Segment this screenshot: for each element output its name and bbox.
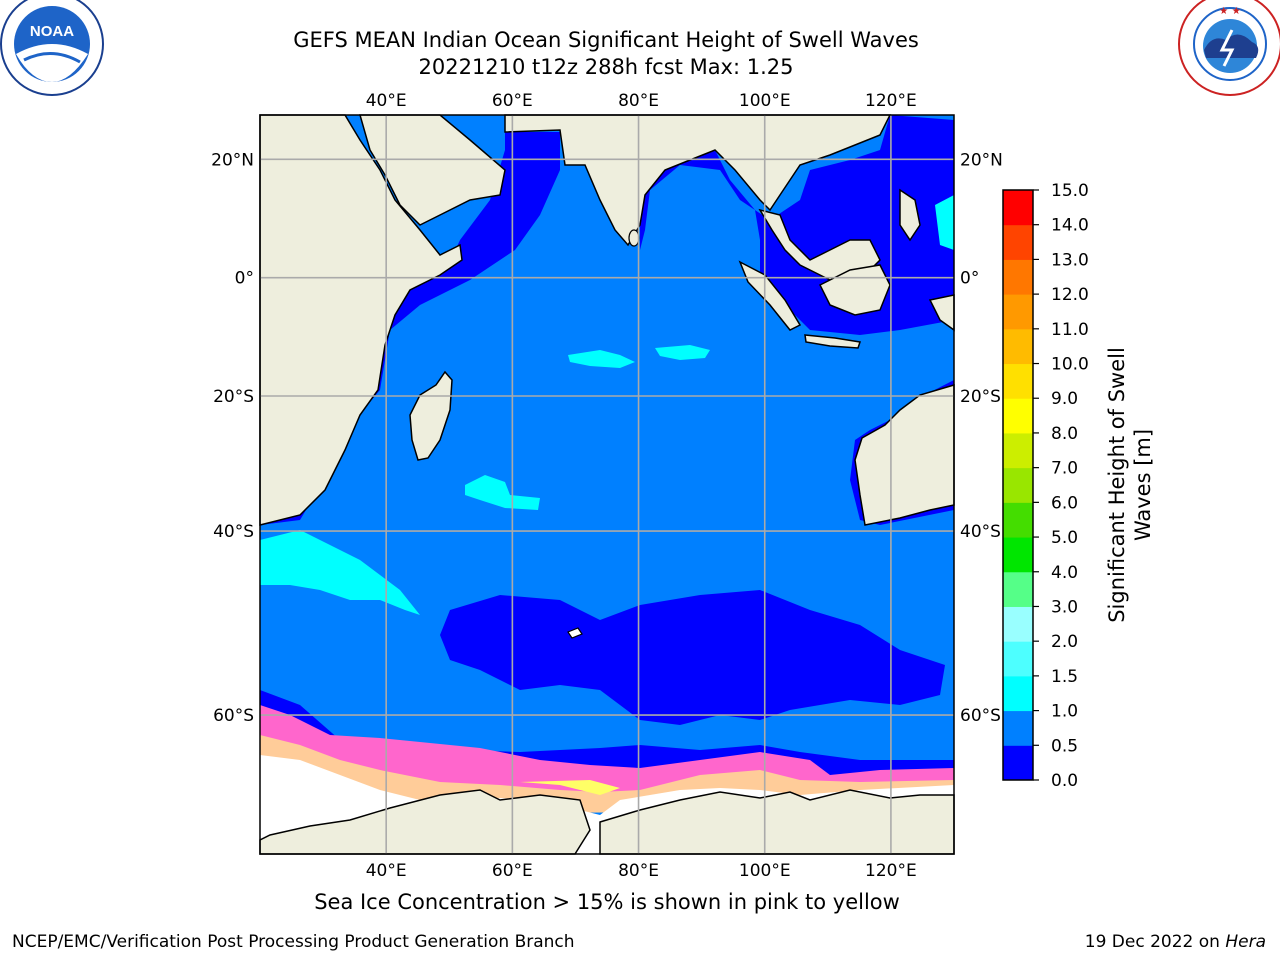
- lat-tick-right: 20°S: [960, 387, 1001, 407]
- lon-tick-top: 60°E: [492, 91, 533, 111]
- colorbar-label-line1: Significant Height of Swell: [1105, 347, 1129, 623]
- colorbar-tick-label: 13.0: [1051, 250, 1089, 270]
- lon-tick-bottom: 100°E: [739, 861, 791, 881]
- land-arabia: [359, 114, 506, 226]
- moderate-swell-patch-east: [935, 195, 954, 250]
- lat-tick-right: 40°S: [960, 522, 1001, 542]
- land-south-asia: [504, 114, 892, 247]
- land-kerguelen: [567, 627, 583, 639]
- caption: Sea Ice Concentration > 15% is shown in …: [314, 890, 900, 914]
- chart-title: GEFS MEAN Indian Ocean Significant Heigh…: [293, 28, 919, 52]
- noaa-logo-icon: NOAA: [0, 0, 104, 96]
- colorbar-tick-label: 0.5: [1051, 736, 1078, 756]
- colorbar-swatch: [1003, 259, 1033, 295]
- land-madagascar: [409, 370, 453, 461]
- colorbar-tick-label: 11.0: [1051, 320, 1089, 340]
- colorbar-label-line2: Waves [m]: [1131, 429, 1155, 541]
- lon-tick-bottom: 40°E: [366, 861, 407, 881]
- colorbar-tick-label: 7.0: [1051, 459, 1078, 479]
- colorbar-swatch: [1003, 294, 1033, 330]
- lon-tick-top: 80°E: [618, 91, 659, 111]
- lat-tick-right: 20°N: [960, 150, 1003, 170]
- lat-tick-left: 40°S: [213, 522, 254, 542]
- colorbar-swatch: [1003, 641, 1033, 677]
- map-frame: [259, 114, 955, 855]
- colorbar-swatch: [1003, 571, 1033, 607]
- land-africa: [259, 114, 463, 526]
- noaa-logo-text: NOAA: [30, 23, 74, 40]
- lon-tick-top: 100°E: [739, 91, 791, 111]
- lon-tick-top: 40°E: [366, 91, 407, 111]
- map-panel: 40°E 40°E 60°E 60°E 80°E 80°E 100°E 100°E 120°E 1…: [211, 91, 1003, 881]
- colorbar-tick-label: 10.0: [1051, 355, 1089, 375]
- colorbar-swatch: [1003, 363, 1033, 399]
- land-sumatra: [738, 260, 802, 331]
- colorbar-tick-label: 3.0: [1051, 597, 1078, 617]
- colorbar-swatch: [1003, 606, 1033, 642]
- footer-host: Hera: [1225, 932, 1266, 952]
- moderate-swell-patch-sw: [260, 530, 420, 615]
- map-tick-labels: 40°E 40°E 60°E 60°E 80°E 80°E 100°E 100°E 120°E 1…: [211, 91, 1003, 881]
- moderate-swell-patch-n2: [655, 345, 710, 360]
- moderate-swell-patch-central: [465, 475, 540, 510]
- lon-tick-bottom: 80°E: [618, 861, 659, 881]
- footer-credit: NCEP/EMC/Verification Post Processing Pr…: [12, 932, 575, 952]
- colorbar-tick-label: 1.5: [1051, 667, 1078, 687]
- colorbar-swatch: [1003, 745, 1033, 781]
- colorbar-tick-label: 5.0: [1051, 528, 1078, 548]
- colorbar-tick-label: 6.0: [1051, 493, 1078, 513]
- colorbar-tick-label: 1.0: [1051, 702, 1078, 722]
- lon-tick-bottom: 120°E: [865, 861, 917, 881]
- colorbar-swatch: [1003, 328, 1033, 365]
- svg-text:★ ★: ★ ★: [1219, 6, 1240, 17]
- lat-tick-left: 20°S: [213, 387, 254, 407]
- colorbar-swatch: [1003, 537, 1033, 573]
- lon-tick-bottom: 60°E: [492, 861, 533, 881]
- colorbar: 0.0 0.5 1.0 1.5 2.0 3.0 4.0 5.0 6.0 7.0 8.0 9.0 10.0…: [1002, 181, 1089, 791]
- colorbar-tick-label: 9.0: [1051, 389, 1078, 409]
- lat-tick-left: 0°: [235, 269, 254, 289]
- lat-tick-left: 20°N: [211, 150, 254, 170]
- colorbar-frame: [1002, 189, 1034, 781]
- footer-date: 19 Dec 2022 on Hera: [1085, 932, 1266, 952]
- land-sri-lanka: [628, 229, 640, 247]
- sea-ice-yellow: [520, 780, 620, 795]
- colorbar-tick-label: 14.0: [1051, 216, 1089, 236]
- land-australia: [854, 383, 955, 526]
- colorbar-swatch: [1003, 432, 1033, 469]
- colorbar-swatch: [1003, 190, 1033, 226]
- footer-date-text: 19 Dec 2022 on: [1084, 932, 1226, 952]
- land-java: [804, 334, 861, 349]
- colorbar-swatch: [1003, 502, 1033, 538]
- colorbar-swatch: [1003, 467, 1033, 503]
- lat-tick-right: 0°: [960, 269, 979, 289]
- colorbar-swatch: [1003, 710, 1033, 746]
- low-swell-southern-ocean: [440, 590, 945, 725]
- chart-subtitle: 20221210 t12z 288h fcst Max: 1.25: [418, 55, 794, 79]
- colorbar-swatch: [1003, 398, 1033, 434]
- colorbar-tick-label: 15.0: [1051, 181, 1089, 201]
- lon-tick-top: 120°E: [865, 91, 917, 111]
- nws-logo-icon: ★ ★: [1178, 0, 1280, 96]
- graticule: [260, 115, 954, 854]
- low-swell-bay-of-bengal: [640, 115, 954, 525]
- moderate-swell-patch-north: [568, 350, 635, 368]
- lat-tick-left: 60°S: [213, 706, 254, 726]
- lat-tick-right: 60°S: [960, 706, 1001, 726]
- colorbar-tick-label: 2.0: [1051, 632, 1078, 652]
- colorbar-tick-label: 8.0: [1051, 424, 1078, 444]
- colorbar-tick-label: 0.0: [1051, 771, 1078, 791]
- colorbar-swatch: [1003, 224, 1033, 260]
- land-southeast-asia: [758, 208, 881, 286]
- colorbar-tick-label: 4.0: [1051, 563, 1078, 583]
- land-philippines: [899, 188, 921, 242]
- colorbar-swatch: [1003, 675, 1033, 712]
- colorbar-tick-label: 12.0: [1051, 285, 1089, 305]
